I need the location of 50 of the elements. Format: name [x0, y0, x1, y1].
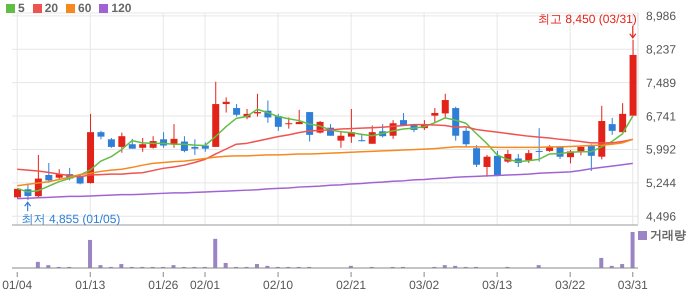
y-tick-label: 5,992: [646, 142, 676, 157]
x-tick-label: 02/10: [263, 278, 294, 289]
y-tick-label: 4,496: [646, 210, 676, 224]
bar: [630, 232, 635, 268]
candlestick: [619, 102, 626, 133]
candlestick: [108, 137, 115, 148]
candlestick: [45, 162, 52, 184]
x-tick-label: 02/01: [190, 278, 220, 289]
x-tick-label: 03/22: [555, 278, 586, 289]
candlestick: [222, 96, 230, 114]
x-tick-label: 03/13: [482, 278, 512, 289]
y-tick-label: 7,489: [646, 76, 676, 90]
legend-label: 60: [78, 1, 92, 15]
annotation: 최고 8,450 (03/31): [538, 12, 637, 26]
legend-label: 120: [111, 1, 132, 15]
candlestick: [285, 116, 292, 130]
x-tick-label: 01/04: [2, 278, 33, 289]
candlestick: [254, 93, 261, 118]
x-tick-label: 02/21: [336, 278, 366, 289]
bar: [599, 258, 604, 268]
y-tick-label: 8,986: [646, 9, 676, 24]
candlestick: [494, 150, 501, 176]
candlestick: [274, 113, 282, 132]
candlestick: [400, 112, 408, 126]
candlestick: [118, 132, 126, 154]
bar: [213, 238, 218, 268]
candlestick: [525, 150, 532, 164]
x-tick-label: 03/02: [409, 278, 440, 289]
candlestick: [233, 104, 240, 118]
candlestick: [473, 144, 480, 168]
bar: [36, 262, 40, 268]
candlestick: [608, 117, 616, 136]
candlestick: [337, 130, 344, 148]
x-tick-label: 01/26: [148, 278, 179, 289]
y-tick-label: 5,244: [646, 176, 676, 190]
candlestick: [484, 154, 490, 178]
candlestick: [139, 137, 146, 152]
y-tick-label: 8,237: [646, 42, 676, 57]
x-tick-label: 03/31: [618, 278, 648, 289]
legend-label: 5: [18, 1, 25, 15]
candlestick: [536, 128, 543, 162]
candlestick: [442, 93, 449, 118]
annotation: 최저 4,855 (01/05): [22, 212, 120, 226]
legend-label: 거래량: [650, 227, 686, 244]
legend-label: 20: [44, 1, 58, 15]
candlestick: [431, 108, 438, 123]
candlestick: [462, 127, 470, 148]
y-tick-label: 6,741: [646, 109, 676, 124]
x-tick-label: 01/13: [75, 278, 106, 289]
bar: [88, 240, 92, 268]
